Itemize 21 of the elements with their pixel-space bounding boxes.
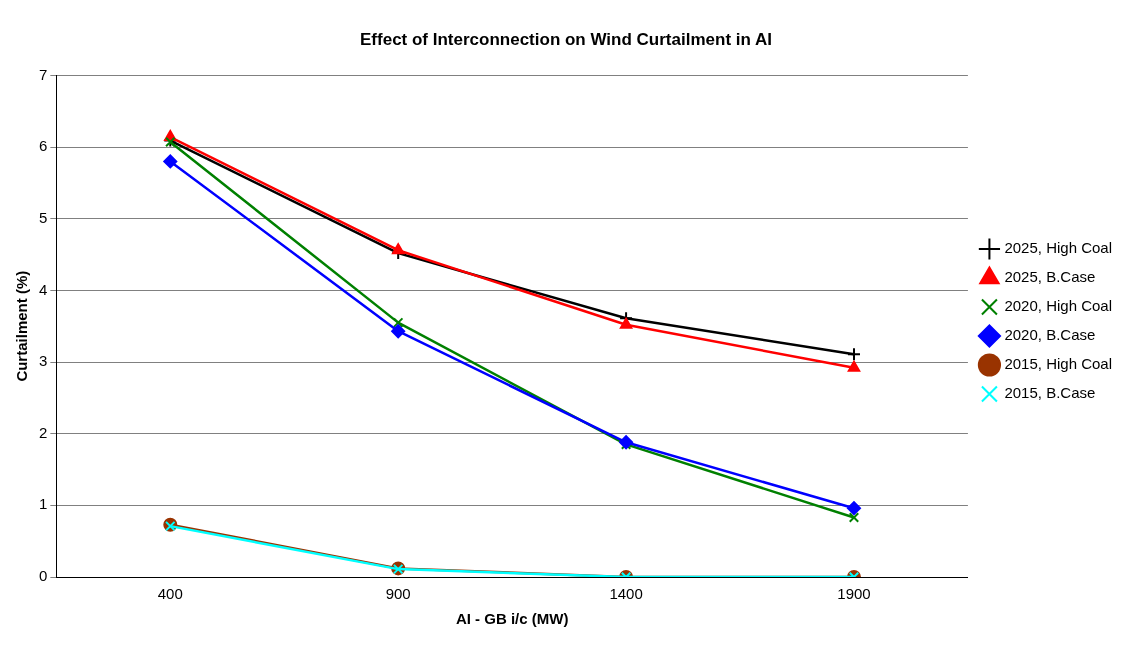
- x-axis-title: AI - GB i/c (MW): [455, 610, 569, 628]
- legend-label: 2020, High Coal: [1004, 297, 1113, 315]
- x-tick-label: 400: [157, 585, 183, 603]
- y-tick-label: 3: [39, 352, 48, 370]
- y-tick-label: 2: [39, 423, 48, 441]
- y-tick-label: 1: [39, 495, 48, 513]
- y-tick-label: 5: [39, 208, 48, 226]
- y-tick-label: 0: [39, 567, 48, 585]
- legend-label: 2020, B.Case: [1004, 326, 1096, 344]
- x-tick-label: 1900: [837, 585, 871, 603]
- legend-label: 2015, High Coal: [1004, 355, 1113, 373]
- legend-label: 2025, High Coal: [1004, 239, 1113, 257]
- y-tick-label: 6: [39, 137, 48, 155]
- y-tick-label: 4: [39, 280, 48, 298]
- x-tick-label: 900: [385, 585, 411, 603]
- y-tick-label: 7: [39, 65, 48, 83]
- y-axis-title: Curtailment (%): [13, 270, 31, 382]
- x-tick-label: 1400: [609, 585, 643, 603]
- chart-title: Effect of Interconnection on Wind Curtailment in AI: [360, 29, 772, 49]
- legend-label: 2015, B.Case: [1004, 384, 1096, 402]
- legend-label: 2025, B.Case: [1004, 268, 1096, 286]
